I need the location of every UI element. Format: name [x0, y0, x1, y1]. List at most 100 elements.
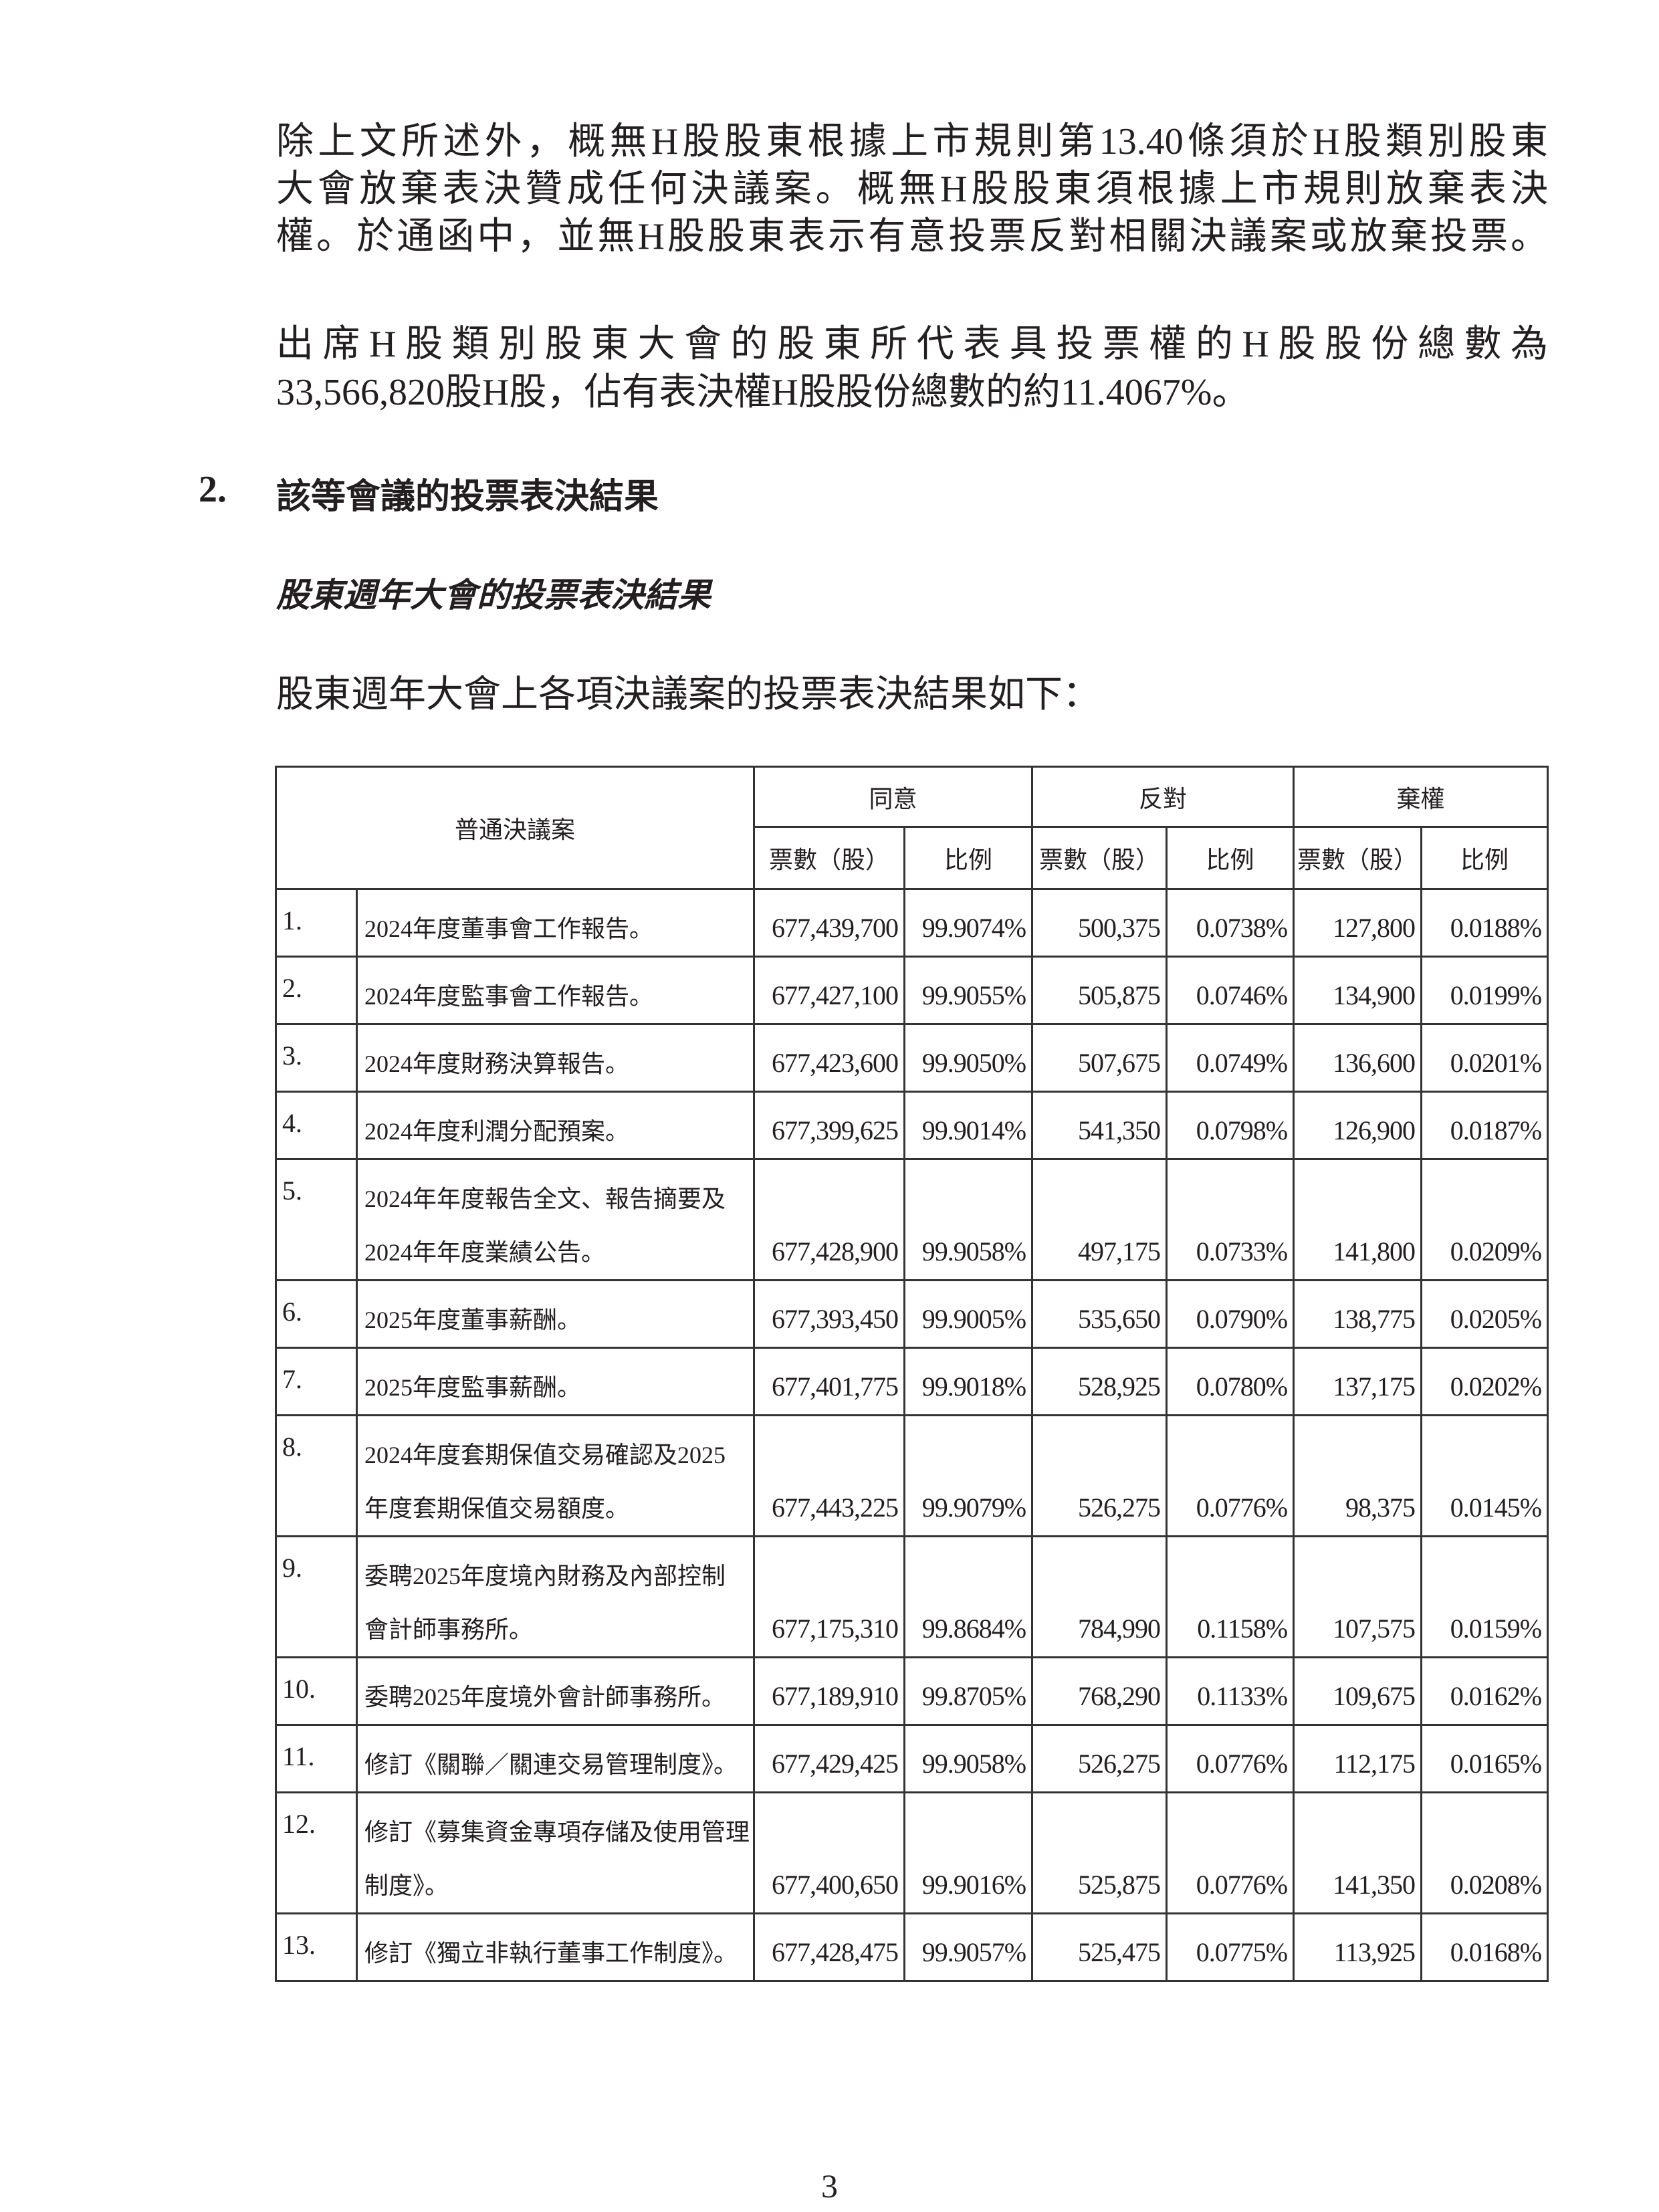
for-ratio: 99.9057% [903, 1912, 1034, 1982]
for-votes: 677,401,775 [753, 1347, 906, 1416]
against-votes: 500,375 [1031, 888, 1168, 958]
for-ratio: 99.9016% [903, 1791, 1034, 1914]
resolution-line: 2025年度董事薪酬。 [364, 1307, 582, 1333]
for-ratio: 99.9055% [903, 956, 1034, 1025]
against-ratio: 0.0776% [1166, 1724, 1295, 1793]
for-votes: 677,175,310 [753, 1535, 906, 1658]
against-votes: 525,475 [1031, 1912, 1168, 1982]
table-row: 3. 2024年度財務決算報告。 677,423,600 99.9050% 507,67… [275, 1023, 1549, 1093]
resolution-line: 會計師事務所。 [364, 1616, 534, 1643]
resolution-line: 2024年度監事會工作報告。 [364, 983, 654, 1010]
resolution-text: 2024年度套期保值交易確認及2025 年度套期保值交易額度。 [355, 1414, 756, 1537]
resolution-line: 修訂《關聯／關連交易管理制度》。 [364, 1751, 738, 1778]
resolution-text: 2025年度董事薪酬。 [355, 1279, 756, 1349]
row-number: 4. [275, 1091, 358, 1160]
abstain-votes: 127,800 [1293, 888, 1423, 958]
resolution-line: 年度套期保值交易額度。 [364, 1495, 630, 1522]
abstain-ratio: 0.0145% [1420, 1414, 1549, 1537]
for-ratio: 99.9050% [903, 1023, 1034, 1093]
against-votes: 526,275 [1031, 1724, 1168, 1793]
against-ratio: 0.0798% [1166, 1091, 1295, 1160]
abstain-ratio: 0.0165% [1420, 1724, 1549, 1793]
header-abstain-votes: 票數（股） [1293, 826, 1423, 890]
against-votes: 525,875 [1031, 1791, 1168, 1914]
abstain-votes: 126,900 [1293, 1091, 1423, 1160]
resolution-text: 2024年度利潤分配預案。 [355, 1091, 756, 1160]
row-number: 10. [275, 1656, 358, 1726]
header-against: 反對 [1031, 766, 1295, 828]
against-ratio: 0.0776% [1166, 1414, 1295, 1537]
paragraph1-line2: 大會放棄表決贊成任何決議案。概無H股股東須根據上市規則放棄表決 [276, 169, 1548, 210]
against-ratio: 0.1158% [1166, 1535, 1295, 1658]
abstain-votes: 141,350 [1293, 1791, 1423, 1914]
resolution-text: 委聘2025年度境內財務及內部控制 會計師事務所。 [355, 1535, 756, 1658]
abstain-votes: 107,575 [1293, 1535, 1423, 1658]
header-for: 同意 [753, 766, 1034, 828]
against-votes: 528,925 [1031, 1347, 1168, 1416]
resolution-line: 2025年度監事薪酬。 [364, 1374, 582, 1401]
for-ratio: 99.9005% [903, 1279, 1034, 1349]
abstain-ratio: 0.0187% [1420, 1091, 1549, 1160]
header-abstain-ratio: 比例 [1420, 826, 1549, 890]
header-for-ratio: 比例 [903, 826, 1034, 890]
for-ratio: 99.8705% [903, 1656, 1034, 1726]
abstain-ratio: 0.0162% [1420, 1656, 1549, 1726]
against-ratio: 0.0776% [1166, 1791, 1295, 1914]
table-row: 13. 修訂《獨立非執行董事工作制度》。 677,428,475 99.9057% 52… [275, 1912, 1549, 1982]
for-votes: 677,400,650 [753, 1791, 906, 1914]
resolution-line: 修訂《募集資金專項存儲及使用管理 [364, 1819, 750, 1846]
paragraph2-line1: 出席H股類別股東大會的股東所代表具投票權的H股股份總數為 [276, 324, 1548, 365]
table-row: 2. 2024年度監事會工作報告。 677,427,100 99.9055% 505,8… [275, 956, 1549, 1025]
for-votes: 677,428,475 [753, 1912, 906, 1982]
for-votes: 677,443,225 [753, 1414, 906, 1537]
resolution-line: 委聘2025年度境內財務及內部控制 [364, 1563, 726, 1589]
against-votes: 535,650 [1031, 1279, 1168, 1349]
table-row: 11. 修訂《關聯／關連交易管理制度》。 677,429,425 99.9058% 52… [275, 1724, 1549, 1793]
for-votes: 677,428,900 [753, 1158, 906, 1281]
abstain-votes: 109,675 [1293, 1656, 1423, 1726]
abstain-ratio: 0.0188% [1420, 888, 1549, 958]
abstain-ratio: 0.0208% [1420, 1791, 1549, 1914]
for-ratio: 99.9074% [903, 888, 1034, 958]
abstain-ratio: 0.0199% [1420, 956, 1549, 1025]
resolution-text: 2025年度監事薪酬。 [355, 1347, 756, 1416]
against-ratio: 0.0738% [1166, 888, 1295, 958]
abstain-ratio: 0.0159% [1420, 1535, 1549, 1658]
for-ratio: 99.9014% [903, 1091, 1034, 1160]
resolution-text: 2024年度監事會工作報告。 [355, 956, 756, 1025]
for-votes: 677,429,425 [753, 1724, 906, 1793]
resolution-text: 修訂《募集資金專項存儲及使用管理 制度》。 [355, 1791, 756, 1914]
for-votes: 677,427,100 [753, 956, 906, 1025]
resolution-line: 制度》。 [364, 1872, 449, 1899]
row-number: 3. [275, 1023, 358, 1093]
row-number: 6. [275, 1279, 358, 1349]
resolution-line: 2024年年度報告全文、報告摘要及 [364, 1186, 726, 1212]
abstain-votes: 141,800 [1293, 1158, 1423, 1281]
resolution-text: 委聘2025年度境外會計師事務所。 [355, 1656, 756, 1726]
table-row: 9. 委聘2025年度境內財務及內部控制 會計師事務所。 677,175,310 99.… [275, 1535, 1549, 1658]
table-row: 7. 2025年度監事薪酬。 677,401,775 99.9018% 528,925 0… [275, 1347, 1549, 1416]
section-number: 2. [199, 469, 227, 510]
resolution-line: 2024年度董事會工作報告。 [364, 915, 654, 942]
table-row: 10. 委聘2025年度境外會計師事務所。 677,189,910 99.8705% 7… [275, 1656, 1549, 1726]
row-number: 11. [275, 1724, 358, 1793]
row-number: 2. [275, 956, 358, 1025]
resolution-text: 修訂《獨立非執行董事工作制度》。 [355, 1912, 756, 1982]
abstain-votes: 138,775 [1293, 1279, 1423, 1349]
for-ratio: 99.9058% [903, 1158, 1034, 1281]
for-ratio: 99.9018% [903, 1347, 1034, 1416]
against-ratio: 0.1133% [1166, 1656, 1295, 1726]
section-title: 該等會議的投票表決結果 [276, 477, 659, 517]
against-ratio: 0.0746% [1166, 956, 1295, 1025]
row-number: 5. [275, 1158, 358, 1281]
row-number: 12. [275, 1791, 358, 1914]
subheading: 股東週年大會的投票表決結果 [276, 576, 711, 615]
for-votes: 677,439,700 [753, 888, 906, 958]
page-number: 3 [821, 2167, 838, 2205]
against-votes: 526,275 [1031, 1414, 1168, 1537]
resolution-line: 委聘2025年度境外會計師事務所。 [364, 1684, 726, 1710]
against-votes: 768,290 [1031, 1656, 1168, 1726]
row-number: 13. [275, 1912, 358, 1982]
table-row: 1. 2024年度董事會工作報告。 677,439,700 99.9074% 500,3… [275, 888, 1549, 958]
abstain-votes: 98,375 [1293, 1414, 1423, 1537]
